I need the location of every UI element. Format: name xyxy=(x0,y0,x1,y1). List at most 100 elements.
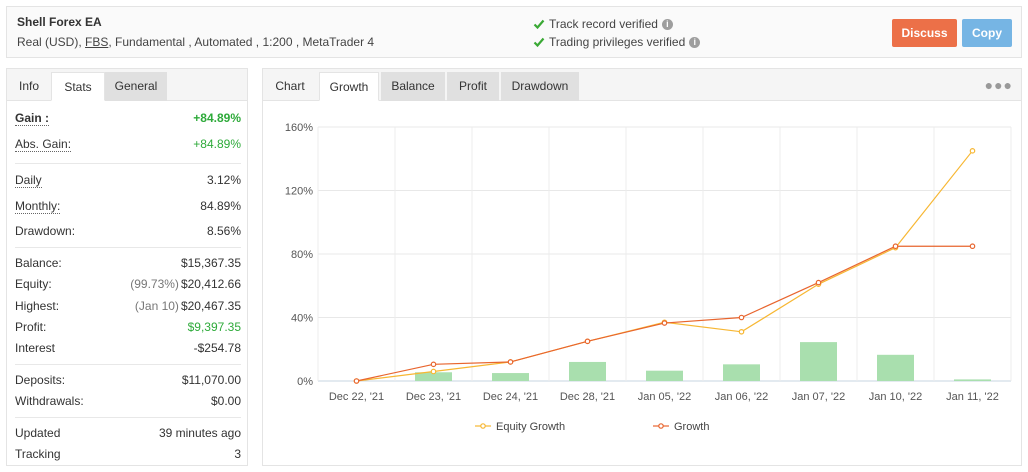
stat-interest: Interest -$254.78 xyxy=(15,341,241,361)
stat-label: Deposits: xyxy=(15,373,66,387)
stat-daily: Daily 3.12% xyxy=(15,173,241,193)
divider xyxy=(15,247,241,248)
stat-label: Drawdown: xyxy=(15,224,76,238)
broker-link[interactable]: FBS xyxy=(85,35,109,49)
x-tick-label: Dec 24, '21 xyxy=(483,391,538,403)
tab-profit[interactable]: Profit xyxy=(447,72,499,101)
stat-equity: Equity: (99.73%) $20,412.66 xyxy=(15,277,241,297)
account-type: Real (USD), xyxy=(17,35,82,49)
stat-balance: Balance: $15,367.35 xyxy=(15,256,241,276)
stat-label: Updated xyxy=(15,426,61,440)
divider xyxy=(15,417,241,418)
system-title: Shell Forex EA xyxy=(17,15,102,29)
stat-value: 3.12% xyxy=(206,173,241,187)
stat-value: 84.89% xyxy=(200,199,241,213)
data-point xyxy=(584,338,591,345)
stat-label: Tracking xyxy=(15,447,61,461)
stat-label[interactable]: Abs. Gain: xyxy=(15,137,72,152)
bar xyxy=(569,361,606,381)
x-tick-label: Dec 23, '21 xyxy=(406,391,461,403)
tab-stats[interactable]: Stats xyxy=(51,72,105,101)
stat-monthly: Monthly: 84.89% xyxy=(15,199,241,219)
divider xyxy=(15,364,241,365)
data-point xyxy=(969,243,976,250)
stat-value: (99.73%) $20,412.66 xyxy=(130,277,241,291)
y-tick-label: 40% xyxy=(291,313,313,325)
stat-label: Equity: xyxy=(15,277,52,291)
x-tick-label: Jan 07, '22 xyxy=(792,391,845,403)
stat-value: +84.89% xyxy=(193,137,241,151)
stat-label[interactable]: Daily xyxy=(15,173,42,188)
more-options-icon[interactable]: ●●● xyxy=(984,77,1013,93)
track-record-verified: Track record verified i xyxy=(533,17,673,31)
info-icon[interactable]: i xyxy=(689,36,701,48)
track-record-label: Track record verified xyxy=(549,17,658,31)
x-tick-label: Jan 06, '22 xyxy=(715,391,768,403)
stat-abs-gain: Abs. Gain: +84.89% xyxy=(15,137,241,157)
tab-drawdown[interactable]: Drawdown xyxy=(501,72,579,101)
series-line xyxy=(356,150,973,382)
stat-value: +84.89% xyxy=(193,111,241,125)
stat-label: Highest: xyxy=(15,299,60,313)
legend-label: Growth xyxy=(674,421,709,433)
x-tick-label: Dec 22, '21 xyxy=(329,391,384,403)
stat-withdrawals: Withdrawals: $0.00 xyxy=(15,394,241,414)
stat-updated: Updated 39 minutes ago xyxy=(15,426,241,446)
divider xyxy=(15,163,241,164)
bar xyxy=(415,372,452,381)
stat-value: $11,070.00 xyxy=(181,373,241,387)
system-header: Shell Forex EA Real (USD), FBS, Fundamen… xyxy=(6,6,1022,58)
stat-highest: Highest: (Jan 10) $20,467.35 xyxy=(15,299,241,319)
trading-privileges-verified: Trading privileges verified i xyxy=(533,35,701,49)
x-tick-label: Jan 11, '22 xyxy=(946,391,999,403)
legend-label: Equity Growth xyxy=(496,421,565,433)
data-point xyxy=(815,279,822,286)
stat-drawdown: Drawdown: 8.56% xyxy=(15,224,241,244)
chart-panel: Chart Growth Balance Profit Drawdown ●●●… xyxy=(262,68,1022,466)
bar xyxy=(954,379,991,381)
data-point xyxy=(430,361,437,368)
tab-info[interactable]: Info xyxy=(18,79,39,93)
legend-marker xyxy=(658,423,664,429)
stat-value: 39 minutes ago xyxy=(158,426,241,440)
y-tick-label: 80% xyxy=(291,249,313,261)
system-attributes: , Fundamental , Automated , 1:200 , Meta… xyxy=(108,35,375,49)
discuss-button[interactable]: Discuss xyxy=(892,19,957,47)
bar xyxy=(646,370,683,381)
copy-button[interactable]: Copy xyxy=(962,19,1012,47)
data-point xyxy=(353,378,360,384)
stat-gain: Gain : +84.89% xyxy=(15,111,241,131)
tab-general[interactable]: General xyxy=(105,72,167,101)
system-details: Real (USD), FBS, Fundamental , Automated… xyxy=(17,35,374,49)
x-tick-label: Jan 10, '22 xyxy=(869,391,922,403)
stat-tracking: Tracking 3 xyxy=(15,447,241,467)
x-tick-label: Dec 28, '21 xyxy=(560,391,615,403)
stat-note: (99.73%) xyxy=(130,277,179,291)
bar xyxy=(877,354,914,381)
tab-chart[interactable]: Chart xyxy=(275,79,305,93)
stat-label[interactable]: Monthly: xyxy=(15,199,61,214)
data-point xyxy=(738,328,745,335)
bar xyxy=(723,364,760,381)
stat-label[interactable]: Gain : xyxy=(15,111,50,126)
tab-balance[interactable]: Balance xyxy=(381,72,445,101)
trading-privileges-label: Trading privileges verified xyxy=(549,35,686,49)
stat-value: $0.00 xyxy=(210,394,241,408)
stat-label: Interest xyxy=(15,341,56,355)
stats-panel: Info Stats General Gain : +84.89% Abs. G… xyxy=(6,68,248,466)
stat-amount: $20,412.66 xyxy=(180,277,241,291)
stat-amount: $20,467.35 xyxy=(180,299,241,313)
stat-value: -$254.78 xyxy=(193,341,241,355)
check-icon xyxy=(533,19,545,30)
tab-growth[interactable]: Growth xyxy=(319,72,379,101)
chart-tabbar: Chart Growth Balance Profit Drawdown ●●● xyxy=(263,69,1021,101)
info-icon[interactable]: i xyxy=(661,18,673,30)
x-tick-label: Jan 05, '22 xyxy=(638,391,691,403)
data-point xyxy=(738,314,745,321)
stat-label: Profit: xyxy=(15,320,47,334)
stats-tabbar: Info Stats General xyxy=(7,69,247,101)
data-point xyxy=(892,243,899,250)
data-point xyxy=(969,148,976,154)
y-tick-label: 120% xyxy=(285,186,313,198)
check-icon xyxy=(533,37,545,48)
